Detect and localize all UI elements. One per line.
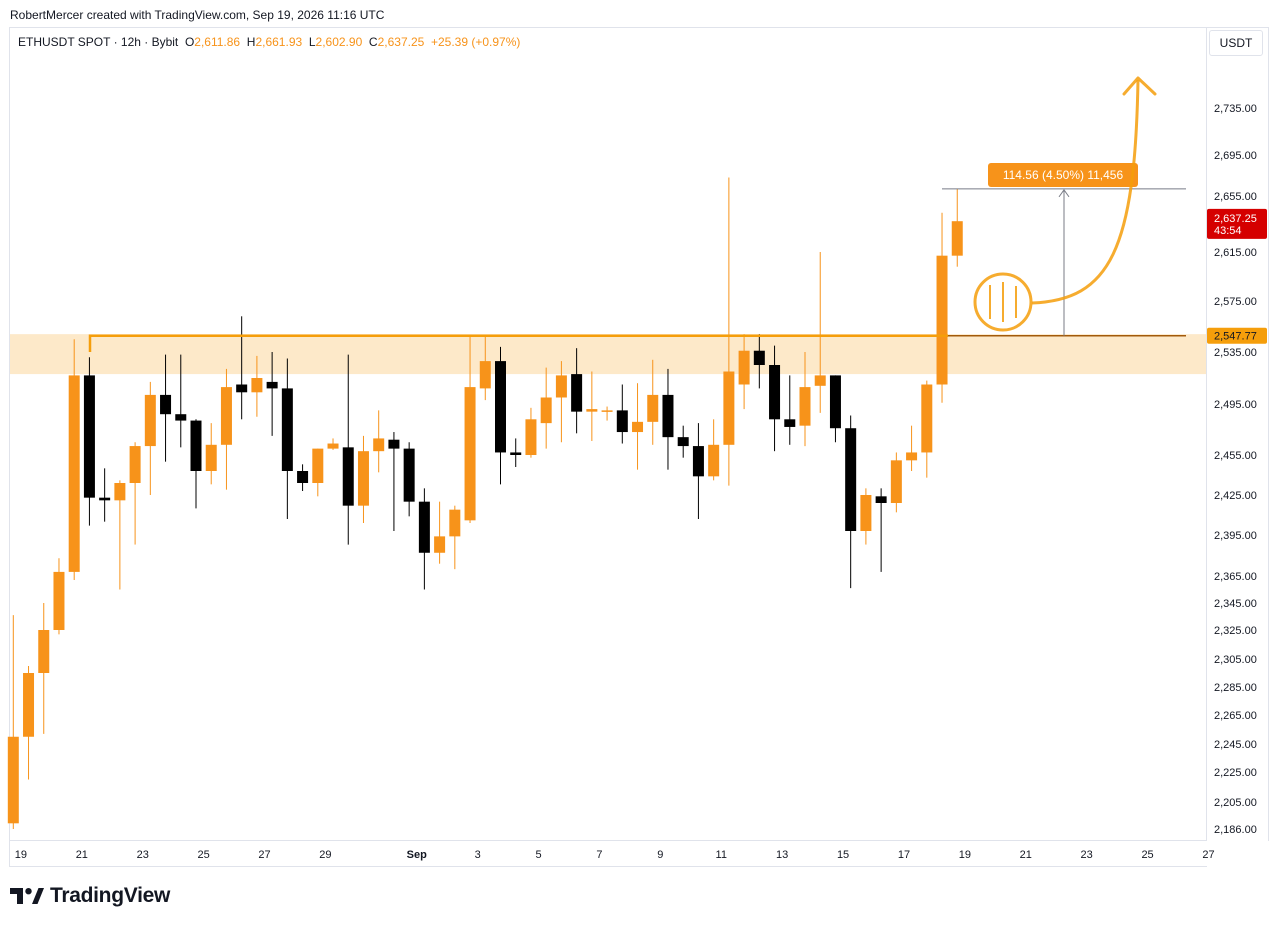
chart-pane[interactable]: [9, 27, 1207, 841]
legend-low: 2,602.90: [315, 35, 363, 49]
price-axis[interactable]: [1207, 27, 1269, 841]
legend-high-label: H: [246, 35, 256, 49]
legend-close-label: C: [368, 35, 378, 49]
legend-high: 2,661.93: [255, 35, 303, 49]
time-axis[interactable]: [9, 841, 1207, 867]
symbol-legend: ETHUSDT SPOT · 12h · Bybit O2,611.86 H2,…: [18, 35, 520, 49]
chart-creator-caption: RobertMercer created with TradingView.co…: [10, 8, 385, 22]
tradingview-wordmark: TradingView: [50, 884, 171, 907]
legend-low-label: L: [308, 35, 316, 49]
tradingview-logo-icon: [10, 888, 44, 904]
currency-button[interactable]: USDT: [1209, 30, 1263, 56]
legend-close: 2,637.25: [377, 35, 425, 49]
tradingview-logo[interactable]: TradingView: [10, 884, 170, 908]
symbol-name[interactable]: ETHUSDT SPOT · 12h · Bybit: [18, 35, 179, 49]
legend-open: 2,611.86: [194, 35, 241, 49]
legend-change: +25.39 (+0.97%): [430, 35, 521, 49]
legend-open-label: O: [184, 35, 195, 49]
